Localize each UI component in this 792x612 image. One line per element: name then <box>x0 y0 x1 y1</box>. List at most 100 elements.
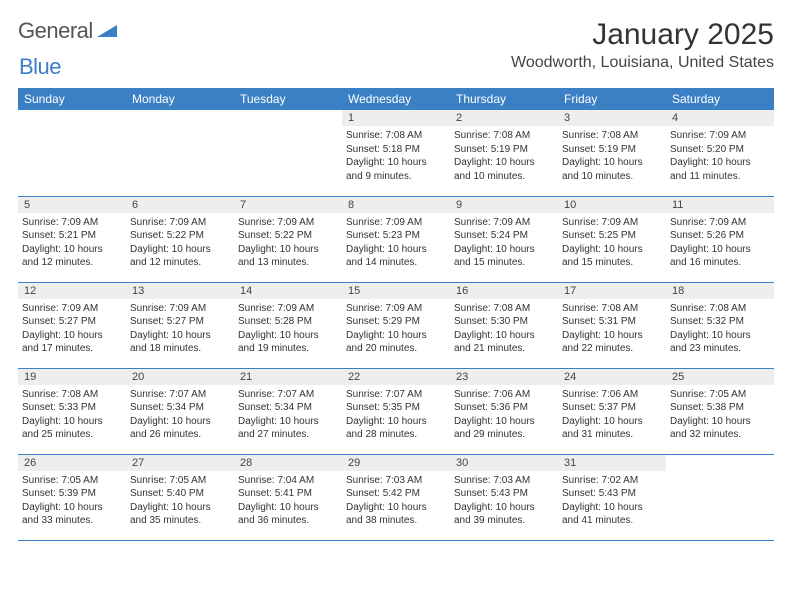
day-details: Sunrise: 7:09 AMSunset: 5:20 PMDaylight:… <box>666 126 774 187</box>
day-details: Sunrise: 7:09 AMSunset: 5:25 PMDaylight:… <box>558 213 666 274</box>
daylight-text: Daylight: 10 hours and 20 minutes. <box>346 329 446 356</box>
daylight-text: Daylight: 10 hours and 38 minutes. <box>346 501 446 528</box>
sunset-text: Sunset: 5:19 PM <box>562 143 662 157</box>
sunrise-text: Sunrise: 7:06 AM <box>562 388 662 402</box>
calendar-day-cell: 29Sunrise: 7:03 AMSunset: 5:42 PMDayligh… <box>342 454 450 540</box>
sunrise-text: Sunrise: 7:08 AM <box>670 302 770 316</box>
daylight-text: Daylight: 10 hours and 29 minutes. <box>454 415 554 442</box>
day-number: 13 <box>126 283 234 299</box>
weekday-monday: Monday <box>126 88 234 110</box>
day-details: Sunrise: 7:05 AMSunset: 5:40 PMDaylight:… <box>126 471 234 532</box>
day-number <box>18 110 126 114</box>
sunrise-text: Sunrise: 7:09 AM <box>670 216 770 230</box>
sunset-text: Sunset: 5:39 PM <box>22 487 122 501</box>
sunset-text: Sunset: 5:18 PM <box>346 143 446 157</box>
calendar-day-cell: 14Sunrise: 7:09 AMSunset: 5:28 PMDayligh… <box>234 282 342 368</box>
day-details: Sunrise: 7:05 AMSunset: 5:38 PMDaylight:… <box>666 385 774 446</box>
calendar-week-row: 19Sunrise: 7:08 AMSunset: 5:33 PMDayligh… <box>18 368 774 454</box>
day-number: 18 <box>666 283 774 299</box>
calendar-day-cell: 1Sunrise: 7:08 AMSunset: 5:18 PMDaylight… <box>342 110 450 196</box>
calendar-day-cell <box>234 110 342 196</box>
day-details: Sunrise: 7:04 AMSunset: 5:41 PMDaylight:… <box>234 471 342 532</box>
weekday-thursday: Thursday <box>450 88 558 110</box>
day-number: 24 <box>558 369 666 385</box>
calendar-day-cell: 26Sunrise: 7:05 AMSunset: 5:39 PMDayligh… <box>18 454 126 540</box>
day-number <box>126 110 234 114</box>
logo-word2: Blue <box>19 54 61 79</box>
sunset-text: Sunset: 5:22 PM <box>130 229 230 243</box>
daylight-text: Daylight: 10 hours and 16 minutes. <box>670 243 770 270</box>
sunrise-text: Sunrise: 7:06 AM <box>454 388 554 402</box>
daylight-text: Daylight: 10 hours and 39 minutes. <box>454 501 554 528</box>
sunrise-text: Sunrise: 7:09 AM <box>454 216 554 230</box>
day-number: 31 <box>558 455 666 471</box>
calendar-day-cell: 24Sunrise: 7:06 AMSunset: 5:37 PMDayligh… <box>558 368 666 454</box>
day-details: Sunrise: 7:06 AMSunset: 5:36 PMDaylight:… <box>450 385 558 446</box>
sunrise-text: Sunrise: 7:09 AM <box>346 302 446 316</box>
day-number: 12 <box>18 283 126 299</box>
daylight-text: Daylight: 10 hours and 18 minutes. <box>130 329 230 356</box>
sunset-text: Sunset: 5:40 PM <box>130 487 230 501</box>
sunset-text: Sunset: 5:41 PM <box>238 487 338 501</box>
calendar-day-cell: 19Sunrise: 7:08 AMSunset: 5:33 PMDayligh… <box>18 368 126 454</box>
calendar-day-cell: 8Sunrise: 7:09 AMSunset: 5:23 PMDaylight… <box>342 196 450 282</box>
day-number: 8 <box>342 197 450 213</box>
day-number: 22 <box>342 369 450 385</box>
sunset-text: Sunset: 5:26 PM <box>670 229 770 243</box>
sunrise-text: Sunrise: 7:05 AM <box>130 474 230 488</box>
sunset-text: Sunset: 5:22 PM <box>238 229 338 243</box>
calendar-day-cell: 23Sunrise: 7:06 AMSunset: 5:36 PMDayligh… <box>450 368 558 454</box>
sunrise-text: Sunrise: 7:09 AM <box>238 216 338 230</box>
sunset-text: Sunset: 5:32 PM <box>670 315 770 329</box>
calendar-table: Sunday Monday Tuesday Wednesday Thursday… <box>18 88 774 541</box>
calendar-day-cell <box>126 110 234 196</box>
sunrise-text: Sunrise: 7:08 AM <box>454 302 554 316</box>
calendar-day-cell: 11Sunrise: 7:09 AMSunset: 5:26 PMDayligh… <box>666 196 774 282</box>
sunset-text: Sunset: 5:31 PM <box>562 315 662 329</box>
daylight-text: Daylight: 10 hours and 12 minutes. <box>130 243 230 270</box>
day-details: Sunrise: 7:09 AMSunset: 5:27 PMDaylight:… <box>126 299 234 360</box>
daylight-text: Daylight: 10 hours and 10 minutes. <box>562 156 662 183</box>
calendar-day-cell: 22Sunrise: 7:07 AMSunset: 5:35 PMDayligh… <box>342 368 450 454</box>
sunrise-text: Sunrise: 7:02 AM <box>562 474 662 488</box>
sunrise-text: Sunrise: 7:03 AM <box>454 474 554 488</box>
weekday-sunday: Sunday <box>18 88 126 110</box>
sunset-text: Sunset: 5:34 PM <box>238 401 338 415</box>
weekday-saturday: Saturday <box>666 88 774 110</box>
sunset-text: Sunset: 5:19 PM <box>454 143 554 157</box>
weekday-tuesday: Tuesday <box>234 88 342 110</box>
day-number: 27 <box>126 455 234 471</box>
day-number: 28 <box>234 455 342 471</box>
calendar-day-cell: 27Sunrise: 7:05 AMSunset: 5:40 PMDayligh… <box>126 454 234 540</box>
logo: General <box>18 18 119 44</box>
logo-word1: General <box>18 18 93 44</box>
calendar-day-cell: 5Sunrise: 7:09 AMSunset: 5:21 PMDaylight… <box>18 196 126 282</box>
day-number: 19 <box>18 369 126 385</box>
day-details: Sunrise: 7:08 AMSunset: 5:32 PMDaylight:… <box>666 299 774 360</box>
sunrise-text: Sunrise: 7:09 AM <box>130 302 230 316</box>
day-details: Sunrise: 7:09 AMSunset: 5:24 PMDaylight:… <box>450 213 558 274</box>
calendar-day-cell: 13Sunrise: 7:09 AMSunset: 5:27 PMDayligh… <box>126 282 234 368</box>
day-number: 23 <box>450 369 558 385</box>
calendar-day-cell: 28Sunrise: 7:04 AMSunset: 5:41 PMDayligh… <box>234 454 342 540</box>
calendar-day-cell: 15Sunrise: 7:09 AMSunset: 5:29 PMDayligh… <box>342 282 450 368</box>
weekday-header-row: Sunday Monday Tuesday Wednesday Thursday… <box>18 88 774 110</box>
day-details: Sunrise: 7:09 AMSunset: 5:23 PMDaylight:… <box>342 213 450 274</box>
calendar-day-cell: 30Sunrise: 7:03 AMSunset: 5:43 PMDayligh… <box>450 454 558 540</box>
sunrise-text: Sunrise: 7:09 AM <box>562 216 662 230</box>
sunrise-text: Sunrise: 7:03 AM <box>346 474 446 488</box>
day-details: Sunrise: 7:09 AMSunset: 5:28 PMDaylight:… <box>234 299 342 360</box>
sunset-text: Sunset: 5:29 PM <box>346 315 446 329</box>
sunrise-text: Sunrise: 7:08 AM <box>22 388 122 402</box>
day-details: Sunrise: 7:08 AMSunset: 5:31 PMDaylight:… <box>558 299 666 360</box>
day-details: Sunrise: 7:09 AMSunset: 5:22 PMDaylight:… <box>126 213 234 274</box>
sunset-text: Sunset: 5:30 PM <box>454 315 554 329</box>
daylight-text: Daylight: 10 hours and 36 minutes. <box>238 501 338 528</box>
day-number: 20 <box>126 369 234 385</box>
sunset-text: Sunset: 5:43 PM <box>454 487 554 501</box>
day-number: 26 <box>18 455 126 471</box>
calendar-day-cell: 20Sunrise: 7:07 AMSunset: 5:34 PMDayligh… <box>126 368 234 454</box>
day-number: 14 <box>234 283 342 299</box>
daylight-text: Daylight: 10 hours and 26 minutes. <box>130 415 230 442</box>
daylight-text: Daylight: 10 hours and 21 minutes. <box>454 329 554 356</box>
